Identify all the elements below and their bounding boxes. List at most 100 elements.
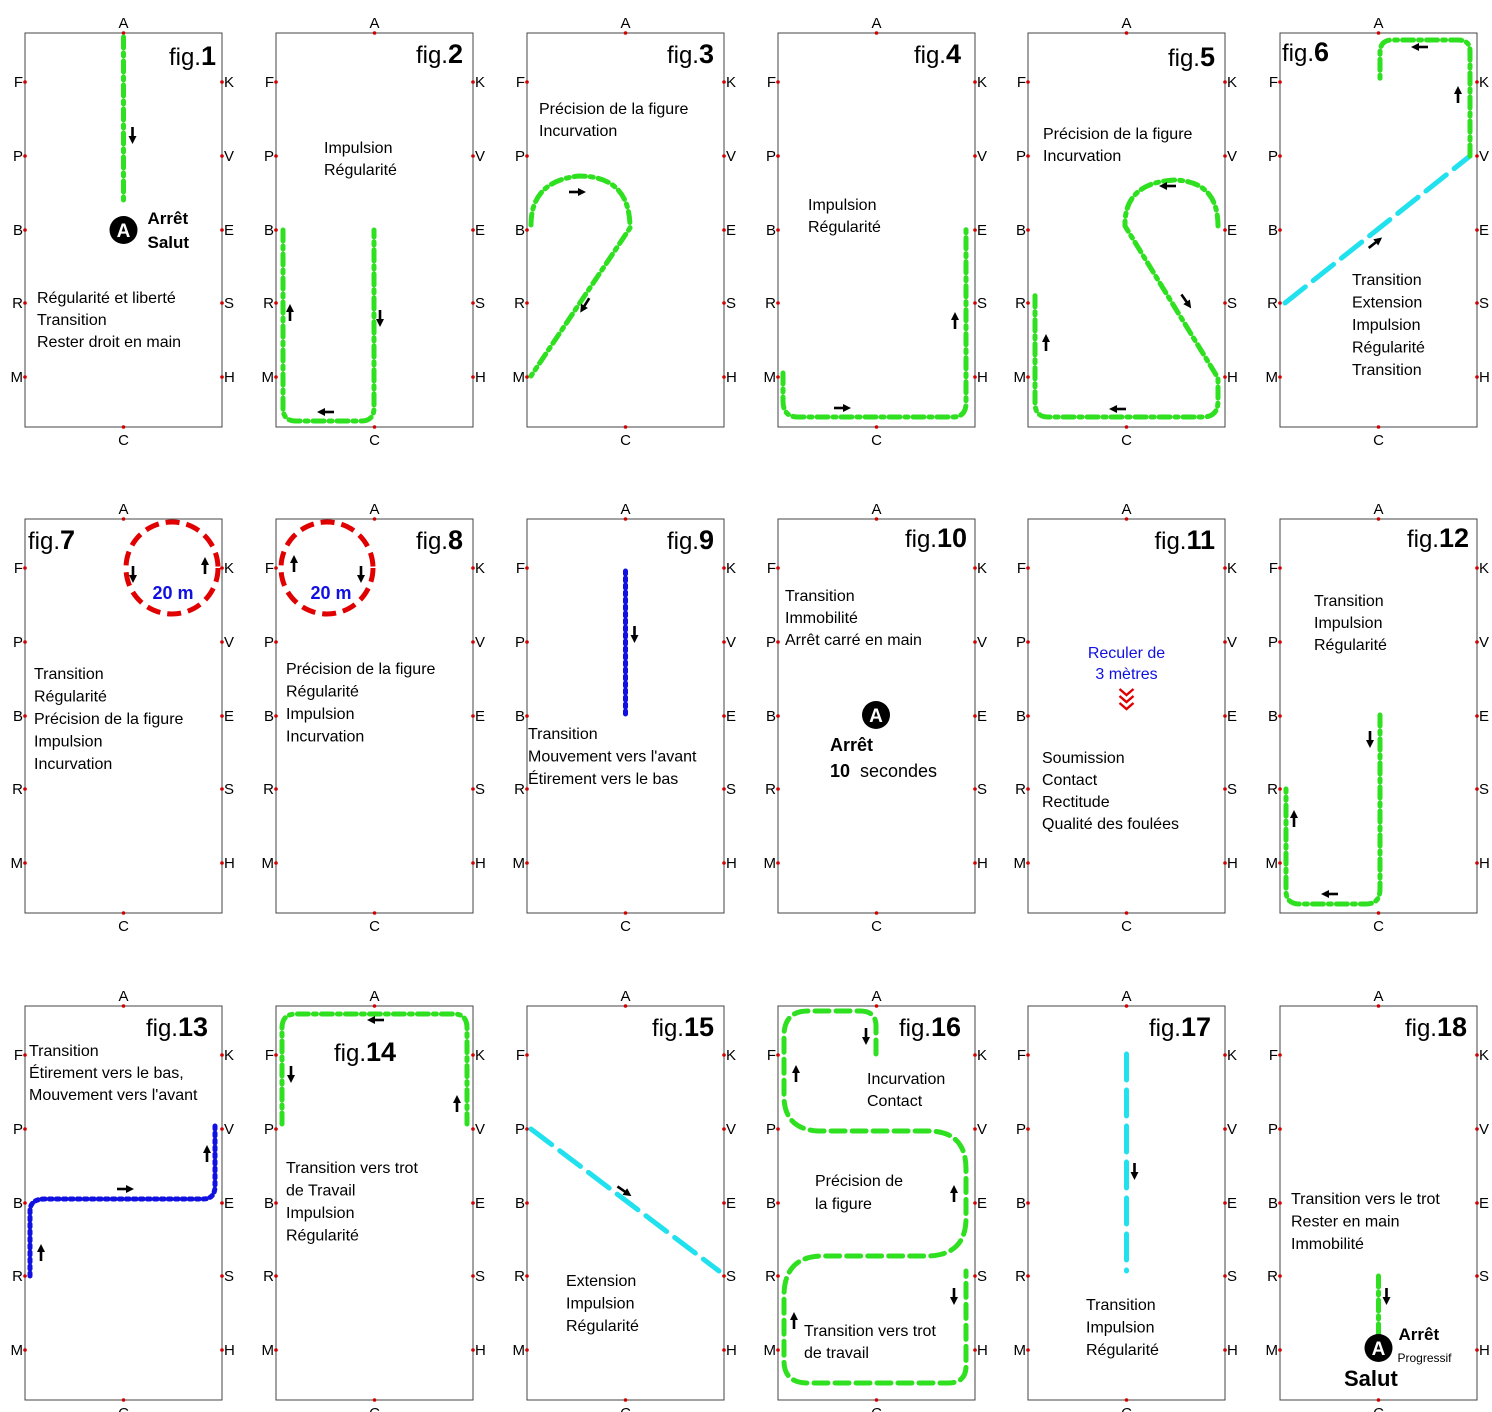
marker-letter-R: R — [1267, 781, 1278, 798]
marker-dot — [1278, 375, 1282, 379]
marker-letter-H: H — [726, 855, 737, 872]
figure-number: 8 — [448, 525, 463, 555]
marker-letter-H: H — [475, 369, 486, 386]
marker-dot — [1376, 911, 1381, 915]
marker-letter-C: C — [1121, 918, 1132, 935]
marker-dot — [874, 31, 879, 35]
marker-letter-H: H — [977, 1342, 988, 1359]
marker-letter-V: V — [224, 1121, 234, 1138]
marker-letter-V: V — [475, 1121, 485, 1138]
marker-letter-F: F — [516, 1047, 525, 1064]
marker-dot — [776, 640, 780, 644]
figure-criterion-text: Précision de la figure — [1043, 126, 1193, 143]
marker-letter-A: A — [1373, 15, 1383, 32]
direction-arrow-icon — [357, 566, 365, 583]
marker-dot — [1223, 861, 1227, 865]
rein-back-distance: 3 mètres — [1095, 666, 1157, 683]
figure-prefix: fig. — [905, 526, 937, 553]
figure-number: 12 — [1439, 523, 1469, 553]
marker-letter-P: P — [264, 1121, 274, 1138]
figure-criterion-text: Transition — [1314, 593, 1384, 610]
direction-arrow-icon — [834, 404, 851, 412]
marker-dot — [776, 787, 780, 791]
marker-dot — [623, 911, 628, 915]
figure-criterion-text: Transition — [29, 1043, 99, 1060]
marker-dot — [525, 1201, 529, 1205]
marker-letter-P: P — [13, 1121, 23, 1138]
marker-dot — [1026, 375, 1030, 379]
marker-dot — [722, 375, 726, 379]
marker-letter-A: A — [1373, 988, 1383, 1005]
direction-arrow-icon — [1042, 334, 1050, 351]
marker-dot — [220, 1127, 224, 1131]
halt-point-letter: A — [1372, 1339, 1386, 1360]
figure-criterion-text: Immobilité — [1291, 1236, 1364, 1253]
figure-prefix: fig. — [1149, 1015, 1181, 1042]
marker-letter-F: F — [1017, 74, 1026, 91]
direction-arrow-icon — [616, 1185, 632, 1197]
marker-letter-P: P — [1268, 634, 1278, 651]
marker-dot — [471, 714, 475, 718]
marker-letter-K: K — [1227, 1047, 1237, 1064]
marker-dot — [220, 375, 224, 379]
marker-dot — [121, 31, 126, 35]
marker-dot — [874, 1004, 879, 1008]
marker-letter-E: E — [224, 1195, 234, 1212]
figure-criterion-text: Incurvation — [867, 1071, 945, 1088]
marker-dot — [1124, 425, 1129, 429]
marker-letter-C: C — [620, 432, 631, 449]
marker-letter-E: E — [1227, 222, 1237, 239]
marker-letter-B: B — [1268, 708, 1278, 725]
marker-dot — [776, 1201, 780, 1205]
marker-dot — [220, 861, 224, 865]
marker-letter-K: K — [726, 1047, 736, 1064]
marker-dot — [525, 640, 529, 644]
marker-letter-K: K — [977, 74, 987, 91]
marker-dot — [1223, 640, 1227, 644]
marker-letter-E: E — [475, 1195, 485, 1212]
route-path — [1282, 153, 1473, 306]
marker-letter-F: F — [1269, 1047, 1278, 1064]
marker-letter-E: E — [1227, 708, 1237, 725]
marker-dot — [220, 154, 224, 158]
marker-dot — [1026, 1274, 1030, 1278]
marker-letter-K: K — [475, 74, 485, 91]
marker-dot — [1278, 787, 1282, 791]
marker-letter-B: B — [766, 1195, 776, 1212]
marker-dot — [23, 228, 27, 232]
marker-letter-H: H — [475, 855, 486, 872]
figure-criterion-text: Rester en main — [1291, 1214, 1400, 1231]
marker-dot — [372, 425, 377, 429]
direction-arrow-icon — [1366, 731, 1374, 748]
marker-dot — [1026, 154, 1030, 158]
figure-criterion-text: Incurvation — [286, 729, 364, 746]
direction-arrow-icon — [569, 188, 586, 196]
marker-dot — [1376, 517, 1381, 521]
circle-20m-path — [123, 519, 221, 617]
marker-letter-F: F — [1017, 560, 1026, 577]
marker-dot — [1475, 714, 1479, 718]
figure-number: 15 — [684, 1012, 714, 1042]
figure-criterion-text: Mouvement vers l'avant — [528, 749, 697, 766]
marker-letter-C: C — [1121, 1405, 1132, 1412]
marker-letter-A: A — [871, 988, 881, 1005]
route-path — [27, 1121, 218, 1279]
arena-outline — [275, 518, 474, 914]
figure-number-label: fig.18 — [1405, 1012, 1467, 1042]
marker-letter-H: H — [1227, 369, 1238, 386]
marker-letter-B: B — [13, 222, 23, 239]
marker-dot — [274, 154, 278, 158]
marker-dot — [973, 1053, 977, 1057]
marker-dot — [220, 640, 224, 644]
marker-letter-H: H — [1479, 855, 1490, 872]
marker-letter-R: R — [12, 295, 23, 312]
marker-letter-A: A — [871, 15, 881, 32]
marker-letter-H: H — [224, 1342, 235, 1359]
marker-letter-R: R — [514, 1268, 525, 1285]
marker-dot — [1278, 566, 1282, 570]
marker-dot — [1278, 228, 1282, 232]
marker-dot — [1278, 640, 1282, 644]
marker-letter-S: S — [1479, 1268, 1489, 1285]
